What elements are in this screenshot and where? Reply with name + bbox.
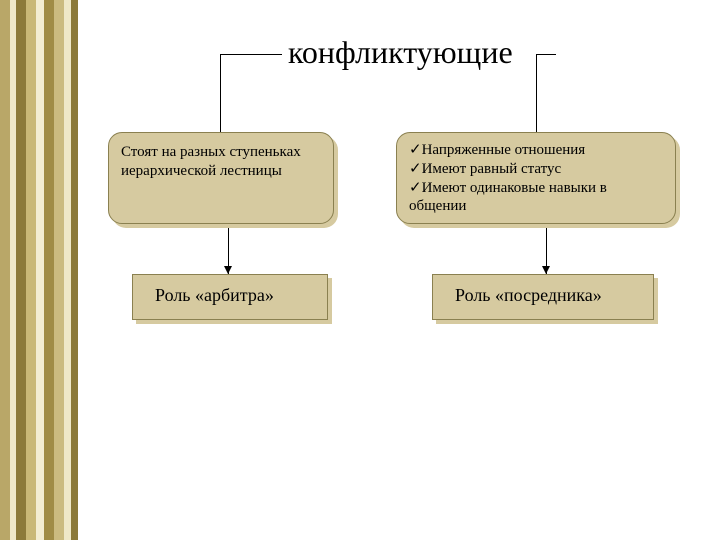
right-box-line: ✓Напряженные отношения xyxy=(409,141,663,160)
diagram-area: конфликтующие Стоят на разных ступеньках… xyxy=(78,0,720,540)
left-box-text: Стоят на разных ступеньках иерархической… xyxy=(109,133,333,191)
check-icon: ✓ xyxy=(409,141,422,158)
right-box-line: ✓Имеют равный статус xyxy=(409,160,663,179)
decor-strip xyxy=(0,0,78,540)
right-role-box: Роль «посредника» xyxy=(432,274,654,320)
right-box-line-text: Имеют равный статус xyxy=(422,161,562,177)
check-icon: ✓ xyxy=(409,179,422,196)
left-box: Стоят на разных ступеньках иерархической… xyxy=(108,132,334,224)
left-role-box: Роль «арбитра» xyxy=(132,274,328,320)
right-box-line-text: Напряженные отношения xyxy=(422,142,586,158)
right-box-lines: ✓Напряженные отношения✓Имеют равный стат… xyxy=(397,133,675,224)
right-box-line: ✓Имеют одинаковые навыки в общении xyxy=(409,179,663,217)
right-box: ✓Напряженные отношения✓Имеют равный стат… xyxy=(396,132,676,224)
right-role-text: Роль «посредника» xyxy=(433,275,653,306)
right-box-line-text: Имеют одинаковые навыки в общении xyxy=(409,180,607,215)
check-icon: ✓ xyxy=(409,160,422,177)
page-title: конфликтующие xyxy=(288,34,513,71)
left-role-text: Роль «арбитра» xyxy=(133,275,327,306)
